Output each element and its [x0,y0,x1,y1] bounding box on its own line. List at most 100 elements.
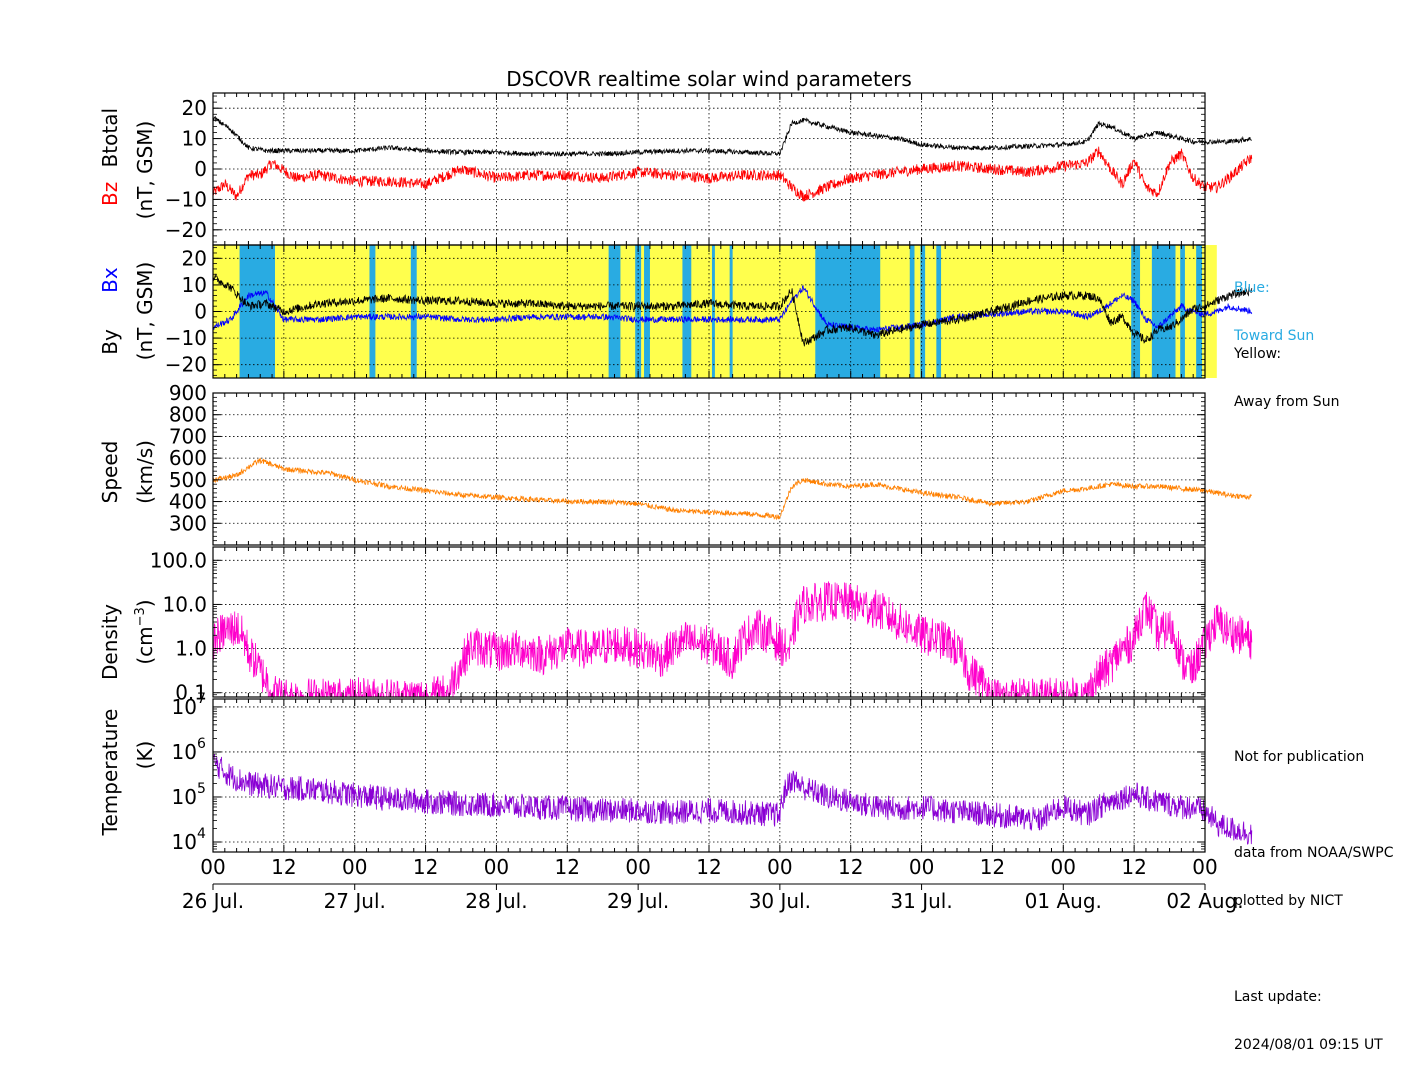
temperature-y-tick-exponent: 4 [197,826,206,842]
x-hour-tick-label: 12 [980,855,1005,879]
x-hour-tick-label: 12 [696,855,721,879]
toward-sun-interval [920,245,926,378]
bxby-unit-label: (nT, GSM) [133,262,157,361]
x-hour-tick-label: 00 [625,855,650,879]
mag-y-tick-label: 10 [182,127,207,151]
note-last-update-label: Last update: [1234,989,1322,1005]
speed-y-tick-label: 300 [169,511,207,535]
toward-sun-interval [644,245,650,378]
speed-y-tick-label: 800 [169,403,207,427]
toward-sun-interval [936,245,942,378]
x-hour-tick-label: 00 [909,855,934,879]
x-hour-tick-label: 12 [838,855,863,879]
density-panel-frame [212,546,1206,698]
legend-blue-desc: Toward Sun [1234,328,1315,344]
legend-yellow-title: Yellow: [1234,346,1282,362]
by-label: By [98,329,122,355]
bz-trace [212,146,1253,202]
density-trace [212,581,1253,699]
speed-trace [212,457,1253,521]
toward-sun-interval [1131,245,1141,378]
figure-notes: Not for publication data from NOAA/SWPC … [1234,717,1393,1069]
speed-unit-label: (km/s) [133,440,157,504]
sector-legend-yellow: Yellow: Away from Sun [1234,314,1339,426]
density-y-tick-label: 10.0 [162,592,207,616]
axis-ticks: 20100−10−2020100−10−20900800700600500400… [150,93,1244,913]
x-hour-tick-label: 00 [200,855,225,879]
x-hour-tick-label: 00 [1192,855,1217,879]
speed-y-tick-label: 400 [169,490,207,514]
speed-y-tick-label: 900 [169,381,207,405]
mag-y-tick-label: −20 [165,218,207,242]
temperature-y-tick-label: 10 [172,785,197,809]
speed-y-tick-label: 600 [169,446,207,470]
mag-y-tick-label: 20 [182,96,207,120]
toward-sun-interval [909,245,915,378]
legend-blue-title: Blue: [1234,280,1270,296]
bxby-y-tick-label: 0 [194,300,207,324]
bxby-y-tick-label: −20 [165,353,207,377]
solar-wind-figure: .ax-text { font-family: "DejaVu Sans", s… [98,67,1253,913]
data-traces [212,115,1253,845]
density-unit-label: (cm−3) [133,599,157,664]
note-not-for-publication: Not for publication [1234,749,1365,765]
bx-label: Bx [98,267,122,293]
density-label: Density [98,604,122,680]
x-hour-tick-label: 12 [271,855,296,879]
panel-frames [212,92,1206,853]
x-day-label: 30 Jul. [749,889,811,913]
x-hour-tick-label: 00 [342,855,367,879]
toward-sun-interval [369,245,376,378]
temperature-y-tick-exponent: 6 [197,736,206,752]
toward-sun-interval [682,245,692,378]
x-day-label: 01 Aug. [1025,889,1102,913]
toward-sun-interval [608,245,621,378]
grid-lines [212,93,1206,852]
by-trace [212,273,1253,347]
x-day-label: 02 Aug. [1166,889,1243,913]
bz-label: Bz [98,182,122,206]
svg-text:Bz Btotal: Bz Btotal [98,108,122,206]
speed-y-tick-label: 500 [169,468,207,492]
note-last-update-time: 2024/08/01 09:15 UT [1234,1037,1383,1053]
temperature-y-tick-label: 10 [172,830,197,854]
temperature-y-tick-exponent: 7 [197,691,206,707]
x-hour-tick-label: 12 [413,855,438,879]
mag-y-tick-label: 0 [194,157,207,181]
temperature-y-tick-exponent: 5 [197,781,206,797]
temperature-unit-label: (K) [133,741,157,770]
temperature-label: Temperature [98,709,122,837]
x-day-label: 31 Jul. [890,889,952,913]
legend-yellow-desc: Away from Sun [1234,394,1340,410]
bxby-panel-ylabel: By Bx [98,267,122,355]
density-y-tick-label: 1.0 [175,637,207,661]
temperature-y-tick-label: 10 [172,740,197,764]
x-hour-tick-label: 00 [1051,855,1076,879]
x-hour-tick-label: 12 [1121,855,1146,879]
note-plotted-by: plotted by NICT [1234,893,1343,909]
x-hour-tick-label: 00 [767,855,792,879]
toward-sun-interval [1151,245,1176,378]
note-data-source: data from NOAA/SWPC [1234,845,1394,861]
svg-text:By Bx: By Bx [98,267,122,355]
bx-trace [212,284,1253,334]
x-hour-tick-label: 00 [484,855,509,879]
mag-panel-ylabel: Bz Btotal [98,108,122,206]
bxby-y-tick-label: 20 [182,246,207,270]
btotal-label: Btotal [98,108,122,167]
density-y-tick-label: 100.0 [150,548,207,572]
x-day-label: 27 Jul. [324,889,386,913]
figure-title: DSCOVR realtime solar wind parameters [506,67,912,91]
speed-y-tick-label: 700 [169,424,207,448]
temperature-trace [212,754,1253,845]
x-day-label: 29 Jul. [607,889,669,913]
density-y-tick-label: 0.1 [175,681,207,705]
bxby-y-tick-label: −10 [165,326,207,350]
x-day-label: 26 Jul. [182,889,244,913]
bxby-y-tick-label: 10 [182,273,207,297]
speed-label: Speed [98,441,122,504]
btotal-trace [212,115,1253,158]
mag-y-tick-label: −10 [165,187,207,211]
toward-sun-interval [1180,245,1185,378]
x-hour-tick-label: 12 [555,855,580,879]
